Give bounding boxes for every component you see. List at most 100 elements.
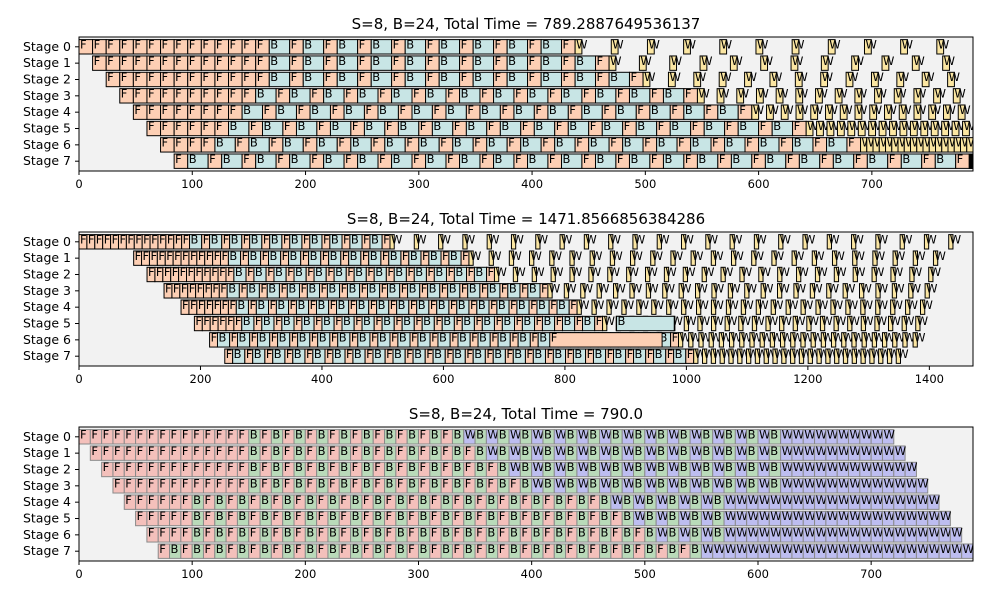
task-W-label: W bbox=[804, 493, 815, 507]
task-W-label: W bbox=[571, 265, 582, 279]
task-W-label: W bbox=[700, 331, 711, 345]
x-tick-label: 300 bbox=[408, 567, 430, 581]
task-W-label: W bbox=[555, 460, 566, 474]
task-F-label: F bbox=[204, 477, 211, 491]
task-F-label: F bbox=[188, 265, 195, 279]
task-W-bar bbox=[908, 283, 914, 299]
task-B-label: B bbox=[299, 331, 307, 345]
task-W-label: W bbox=[736, 477, 747, 491]
task-F-label: F bbox=[167, 233, 174, 247]
task-B-label: B bbox=[238, 493, 246, 507]
task-W-label: W bbox=[883, 477, 894, 491]
task-B-label: B bbox=[343, 314, 351, 328]
task-F-label: F bbox=[137, 444, 144, 458]
task-B-label: B bbox=[442, 493, 450, 507]
task-F-label: F bbox=[760, 119, 767, 133]
task-W-label: W bbox=[850, 509, 861, 523]
task-W-label: W bbox=[862, 298, 873, 312]
task-F-label: F bbox=[521, 526, 528, 540]
task-W-label: W bbox=[938, 38, 949, 52]
task-W-bar bbox=[777, 283, 783, 299]
task-F-label: F bbox=[563, 70, 570, 84]
task-B-label: B bbox=[476, 444, 484, 458]
task-W-bar bbox=[805, 120, 814, 137]
task-B-label: B bbox=[379, 331, 387, 345]
task-F-label: F bbox=[295, 314, 302, 328]
stage-label: Stage 2 bbox=[23, 461, 71, 476]
task-F-label: F bbox=[342, 249, 349, 263]
task-W-label: W bbox=[843, 331, 854, 345]
task-F-label: F bbox=[103, 428, 110, 442]
task-F-label: F bbox=[375, 314, 382, 328]
task-B-label: B bbox=[331, 233, 339, 247]
task-W-label: W bbox=[691, 477, 702, 491]
task-B-label: B bbox=[637, 119, 645, 133]
stage-label: Stage 6 bbox=[23, 332, 71, 347]
task-W-bar bbox=[719, 348, 725, 364]
task-B-label: B bbox=[419, 509, 427, 523]
task-F-label: F bbox=[250, 542, 257, 556]
task-B-label: B bbox=[578, 509, 586, 523]
task-F-label: F bbox=[419, 428, 426, 442]
task-W-label: W bbox=[753, 314, 764, 328]
task-B-label: B bbox=[378, 298, 386, 312]
task-W-label: W bbox=[748, 509, 759, 523]
task-B-label: B bbox=[770, 444, 778, 458]
task-W-label: W bbox=[816, 526, 827, 540]
task-W-label: W bbox=[718, 87, 729, 101]
task-F-label: F bbox=[419, 477, 426, 491]
task-B-label: B bbox=[569, 119, 577, 133]
task-F-label: F bbox=[311, 331, 318, 345]
task-F-label: F bbox=[442, 444, 449, 458]
task-W-label: W bbox=[929, 542, 940, 556]
task-F-label: F bbox=[175, 103, 182, 117]
task-W-label: W bbox=[653, 298, 664, 312]
task-W-label: W bbox=[510, 460, 521, 474]
task-W-bar bbox=[852, 250, 858, 266]
task-W-bar bbox=[794, 71, 803, 88]
task-W-label: W bbox=[892, 298, 903, 312]
task-F-label: F bbox=[589, 542, 596, 556]
task-B-label: B bbox=[295, 444, 303, 458]
stage-label: Stage 2 bbox=[23, 266, 71, 281]
task-B-label: B bbox=[270, 249, 278, 263]
task-W-bar bbox=[842, 348, 849, 364]
task-W-bar bbox=[696, 88, 705, 104]
task-W-bar bbox=[826, 234, 832, 250]
task-W-label: W bbox=[827, 460, 838, 474]
task-B-label: B bbox=[193, 526, 201, 540]
task-F-label: F bbox=[277, 152, 284, 166]
task-B-label: B bbox=[270, 54, 278, 68]
task-W-bar bbox=[861, 332, 867, 348]
task-W-label: W bbox=[578, 298, 589, 312]
task-B-label: B bbox=[239, 331, 247, 345]
task-W-bar bbox=[854, 104, 863, 120]
task-W-bar bbox=[830, 332, 837, 348]
task-B-label: B bbox=[538, 298, 546, 312]
task-F-label: F bbox=[501, 282, 508, 296]
task-F-label: F bbox=[189, 38, 196, 52]
task-F-label: F bbox=[322, 249, 329, 263]
task-F-label: F bbox=[455, 314, 462, 328]
task-W-bar bbox=[589, 250, 595, 266]
task-B-label: B bbox=[657, 460, 665, 474]
task-W-label: W bbox=[680, 509, 691, 523]
task-W-bar bbox=[698, 332, 704, 348]
task-F-label: F bbox=[80, 233, 87, 247]
task-W-label: W bbox=[849, 119, 860, 133]
task-B-label: B bbox=[714, 509, 722, 523]
task-B-label: B bbox=[272, 444, 280, 458]
task-W-bar bbox=[468, 250, 474, 266]
task-F-label: F bbox=[379, 152, 386, 166]
task-F-label: F bbox=[263, 103, 270, 117]
task-F-label: F bbox=[159, 509, 166, 523]
task-W-label: W bbox=[827, 428, 838, 442]
task-W-bar bbox=[751, 104, 760, 120]
task-B-label: B bbox=[370, 249, 378, 263]
task-B-label: B bbox=[555, 542, 563, 556]
task-B-label: B bbox=[306, 493, 314, 507]
task-F-label: F bbox=[261, 477, 268, 491]
task-B-label: B bbox=[794, 136, 802, 150]
task-F-label: F bbox=[465, 460, 472, 474]
task-W-bar bbox=[583, 234, 590, 250]
